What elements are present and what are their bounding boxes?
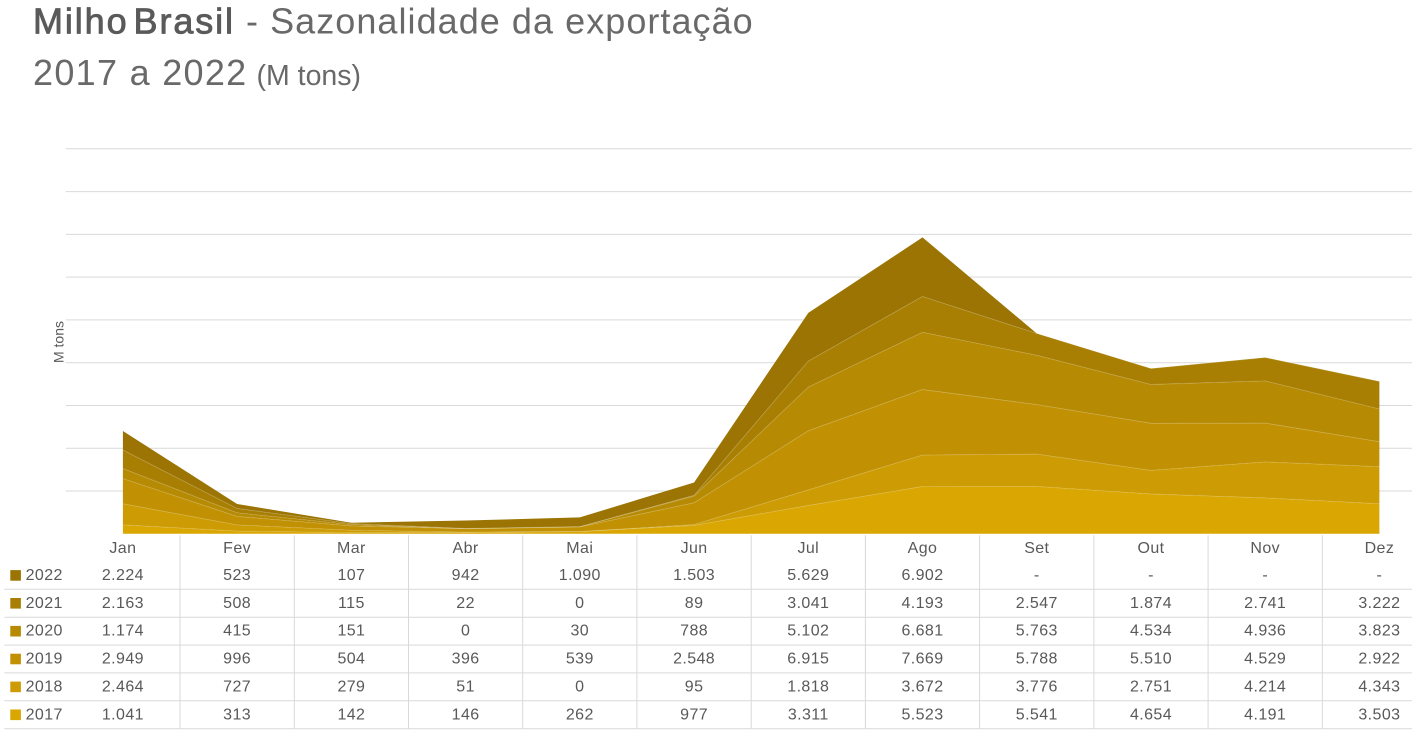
svg-text:262: 262: [566, 706, 594, 723]
svg-text:996: 996: [223, 651, 251, 668]
svg-text:539: 539: [566, 651, 594, 668]
svg-text:4.214: 4.214: [1244, 678, 1286, 695]
svg-text:1.503: 1.503: [673, 567, 715, 584]
svg-text:4.529: 4.529: [1244, 651, 1286, 668]
svg-text:1.818: 1.818: [787, 678, 829, 695]
svg-text:1.174: 1.174: [102, 623, 144, 640]
svg-text:2018: 2018: [26, 678, 63, 695]
svg-text:Nov: Nov: [1250, 540, 1280, 557]
svg-text:30: 30: [570, 623, 589, 640]
svg-text:0: 0: [461, 623, 470, 640]
svg-text:3.823: 3.823: [1358, 623, 1400, 640]
svg-text:6.915: 6.915: [787, 651, 829, 668]
svg-text:115: 115: [338, 595, 365, 612]
svg-text:Mai: Mai: [566, 540, 593, 557]
svg-text:Jun: Jun: [681, 540, 708, 557]
svg-text:2.741: 2.741: [1244, 595, 1286, 612]
svg-text:396: 396: [452, 651, 480, 668]
svg-text:2.922: 2.922: [1358, 651, 1400, 668]
svg-text:727: 727: [223, 678, 251, 695]
svg-text:2.224: 2.224: [102, 567, 144, 584]
svg-text:2.547: 2.547: [1016, 595, 1058, 612]
svg-text:1.041: 1.041: [102, 706, 144, 723]
svg-text:M tons: M tons: [51, 321, 67, 363]
svg-text:5.629: 5.629: [787, 567, 829, 584]
svg-text:2021: 2021: [26, 595, 63, 612]
svg-text:3.672: 3.672: [901, 678, 943, 695]
svg-text:-: -: [1262, 567, 1268, 584]
svg-text:-: -: [1148, 567, 1154, 584]
svg-text:977: 977: [680, 706, 708, 723]
svg-text:523: 523: [223, 567, 251, 584]
svg-text:Jan: Jan: [109, 540, 136, 557]
svg-text:-: -: [1034, 567, 1040, 584]
svg-text:3.503: 3.503: [1358, 706, 1400, 723]
svg-text:0: 0: [575, 678, 584, 695]
svg-text:2.949: 2.949: [102, 651, 144, 668]
svg-text:Dez: Dez: [1365, 540, 1395, 557]
svg-text:4.193: 4.193: [901, 595, 943, 612]
svg-text:5.541: 5.541: [1016, 706, 1058, 723]
svg-text:6.681: 6.681: [901, 623, 943, 640]
svg-text:1.090: 1.090: [559, 567, 601, 584]
svg-text:415: 415: [223, 623, 251, 640]
svg-text:3.222: 3.222: [1358, 595, 1400, 612]
svg-text:4.343: 4.343: [1358, 678, 1400, 695]
svg-text:0: 0: [575, 595, 584, 612]
svg-text:2017 a 2022(M tons): 2017 a 2022 (M tons): [33, 52, 361, 93]
svg-text:6.902: 6.902: [901, 567, 943, 584]
svg-text:51: 51: [456, 678, 475, 695]
svg-text:142: 142: [337, 706, 365, 723]
svg-text:5.510: 5.510: [1130, 651, 1172, 668]
svg-text:3.041: 3.041: [787, 595, 829, 612]
svg-text:5.788: 5.788: [1016, 651, 1058, 668]
svg-text:3.776: 3.776: [1016, 678, 1058, 695]
svg-text:279: 279: [337, 678, 365, 695]
svg-text:Mar: Mar: [337, 540, 366, 557]
svg-text:5.763: 5.763: [1016, 623, 1058, 640]
svg-text:5.523: 5.523: [901, 706, 943, 723]
svg-text:4.654: 4.654: [1130, 706, 1172, 723]
svg-text:7.669: 7.669: [901, 651, 943, 668]
svg-text:Abr: Abr: [453, 540, 479, 557]
svg-text:Jul: Jul: [797, 540, 819, 557]
svg-text:22: 22: [456, 595, 475, 612]
svg-text:4.534: 4.534: [1130, 623, 1172, 640]
svg-text:107: 107: [337, 567, 365, 584]
svg-text:788: 788: [680, 623, 708, 640]
svg-text:2019: 2019: [26, 651, 63, 668]
svg-text:2017: 2017: [26, 706, 63, 723]
svg-text:942: 942: [452, 567, 480, 584]
svg-text:4.191: 4.191: [1244, 706, 1286, 723]
svg-text:5.102: 5.102: [787, 623, 829, 640]
svg-text:89: 89: [685, 595, 704, 612]
svg-text:Fev: Fev: [223, 540, 251, 557]
svg-text:4.936: 4.936: [1244, 623, 1286, 640]
svg-text:95: 95: [685, 678, 704, 695]
svg-text:2.464: 2.464: [102, 678, 144, 695]
svg-text:Set: Set: [1024, 540, 1049, 557]
svg-text:2022: 2022: [26, 567, 63, 584]
svg-text:1.874: 1.874: [1130, 595, 1172, 612]
svg-text:2.548: 2.548: [673, 651, 715, 668]
svg-text:313: 313: [223, 706, 251, 723]
svg-text:2020: 2020: [26, 623, 63, 640]
svg-text:151: 151: [337, 623, 365, 640]
svg-text:3.311: 3.311: [788, 706, 829, 723]
svg-text:Ago: Ago: [908, 540, 938, 557]
svg-text:146: 146: [452, 706, 480, 723]
svg-text:2.751: 2.751: [1130, 678, 1172, 695]
svg-text:Out: Out: [1138, 540, 1165, 557]
svg-text:-: -: [1377, 567, 1383, 584]
svg-text:2.163: 2.163: [102, 595, 144, 612]
svg-text:508: 508: [223, 595, 251, 612]
svg-text:504: 504: [337, 651, 365, 668]
